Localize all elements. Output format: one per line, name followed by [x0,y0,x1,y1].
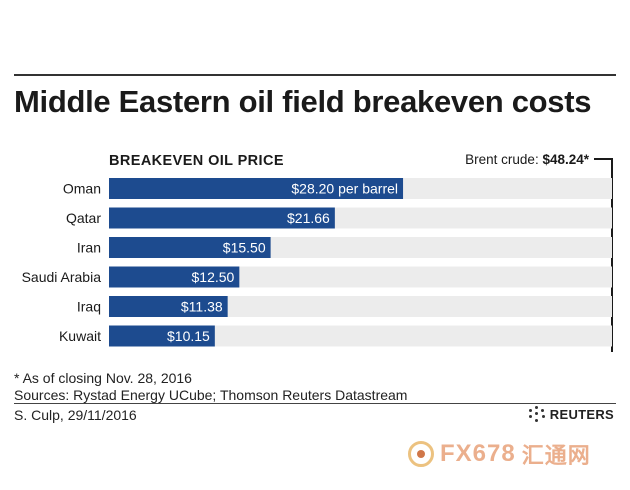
bar-track [109,296,612,317]
bar-iraq [109,296,228,317]
bar-iran [109,237,271,258]
bar-oman [109,178,404,199]
category-label: Iran [77,240,101,256]
bar-track [109,325,612,347]
watermark-logo-icon [408,441,434,467]
category-label: Qatar [66,210,101,226]
reuters-logo: REUTERS [528,406,614,422]
watermark-latin: FX678 [440,440,516,467]
category-label: Oman [63,181,101,197]
value-label: $12.50 [192,269,235,285]
category-label: Iraq [77,299,101,315]
credit-rule [14,403,616,404]
value-label: $21.66 [287,210,330,226]
category-label: Saudi Arabia [22,269,102,285]
bar-qatar [109,207,335,229]
category-label: Kuwait [59,328,101,344]
watermark-chinese: 汇通网 [521,443,591,468]
bar-kuwait [109,325,215,347]
watermark: FX678 汇通网 [408,438,591,470]
sources-footnote: Sources: Rystad Energy UCube; Thomson Re… [14,387,408,403]
bar-saudi-arabia [109,266,240,288]
chart-subtitle: BREAKEVEN OIL PRICE [109,153,284,169]
top-rule [14,74,616,76]
reuters-wordmark: REUTERS [549,406,614,422]
bars-group: Oman $28.20 per barrel Qatar $21.66 Iran $15.… [22,178,612,347]
chart-title: Middle Eastern oil field breakeven costs [14,84,592,119]
value-label: $11.38 [181,299,223,315]
bar-chart: BREAKEVEN OIL PRICE Brent crude: $48.24*… [22,152,613,352]
brent-crude-label: Brent crude: $48.24* [465,152,590,167]
value-label: $15.50 [223,240,266,256]
value-label: $10.15 [167,328,210,344]
credit-line: S. Culp, 29/11/2016 [14,407,137,423]
value-label: $28.20 per barrel [291,181,398,197]
asterisk-footnote: * As of closing Nov. 28, 2016 [14,370,192,386]
reuters-dots-icon [528,406,545,422]
